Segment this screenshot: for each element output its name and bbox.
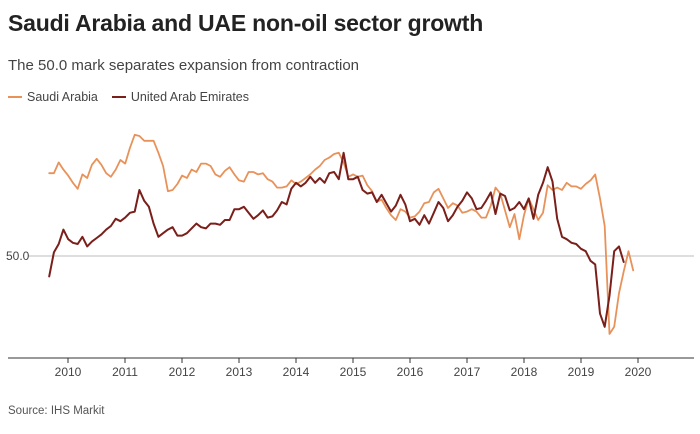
x-tick-label-2020: 2020 (625, 365, 652, 379)
legend-item-saudi-arabia: Saudi Arabia (8, 90, 98, 104)
legend-label-uae: United Arab Emirates (130, 90, 249, 104)
x-tick-label-2013: 2013 (226, 365, 253, 379)
x-tick-label-2016: 2016 (397, 365, 424, 379)
series-line-saudi-arabia (48, 133, 635, 335)
series-line-united-arab-emirates (48, 151, 625, 328)
x-tick-label-2019: 2019 (568, 365, 595, 379)
legend-item-uae: United Arab Emirates (111, 90, 249, 104)
x-tick-label-2010: 2010 (55, 365, 82, 379)
chart-title: Saudi Arabia and UAE non-oil sector grow… (8, 10, 484, 36)
x-tick-label-2012: 2012 (169, 365, 196, 379)
x-tick-label-2014: 2014 (283, 365, 310, 379)
x-tick-label-2017: 2017 (454, 365, 481, 379)
source-note: Source: IHS Markit (8, 405, 105, 417)
y-reference-label: 50.0 (6, 249, 30, 263)
legend: Saudi Arabia United Arab Emirates (8, 90, 263, 104)
chart-subtitle: The 50.0 mark separates expansion from c… (8, 57, 360, 74)
x-tick-label-2018: 2018 (511, 365, 538, 379)
legend-swatch-uae (111, 96, 126, 98)
x-tick-label-2011: 2011 (112, 365, 138, 379)
x-tick-label-2015: 2015 (340, 365, 367, 379)
legend-swatch-saudi-arabia (8, 96, 22, 98)
legend-label-saudi-arabia: Saudi Arabia (27, 90, 98, 104)
